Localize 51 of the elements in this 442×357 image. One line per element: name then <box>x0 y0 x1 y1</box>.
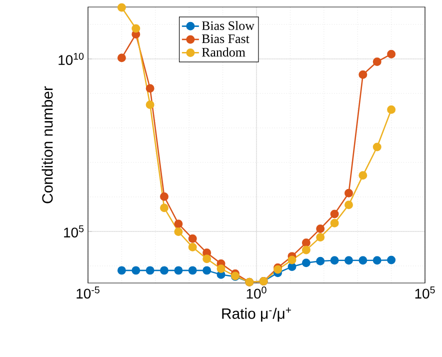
point <box>188 266 197 275</box>
point <box>202 254 212 264</box>
x-tick-label: 10$^{5}$ <box>415 286 435 299</box>
point <box>344 188 353 198</box>
point <box>132 24 140 33</box>
point <box>372 57 382 66</box>
x-axis-title: Ratio μ$^{-}$/μ$^{+}$ <box>222 308 291 322</box>
point <box>288 256 296 264</box>
y-axis-title: Condition number <box>42 86 53 204</box>
point <box>372 256 382 265</box>
point <box>330 210 339 218</box>
point <box>117 3 126 12</box>
x-tick-label: 10$^{-5}$ <box>76 286 100 299</box>
point <box>160 192 168 201</box>
point <box>316 232 325 242</box>
legend-label: Bias Fast <box>202 34 250 44</box>
legend-label: Random <box>202 47 246 57</box>
point <box>216 264 226 273</box>
point <box>188 234 197 243</box>
point <box>202 266 212 275</box>
point <box>358 70 368 79</box>
point <box>188 242 197 252</box>
point <box>146 84 154 93</box>
point <box>372 142 382 152</box>
point <box>330 256 339 265</box>
point <box>117 266 126 275</box>
point <box>358 256 368 265</box>
point <box>174 220 183 228</box>
point <box>302 246 310 254</box>
point <box>302 238 310 247</box>
point <box>117 54 126 62</box>
point <box>316 256 325 266</box>
point <box>387 105 396 114</box>
point <box>358 171 368 180</box>
point <box>344 200 353 210</box>
point <box>174 266 183 275</box>
legend-label: Bias Slow <box>202 20 254 30</box>
point <box>316 224 325 233</box>
x-tick-label: 10$^{0}$ <box>246 286 266 299</box>
point <box>330 218 339 228</box>
point <box>160 266 168 275</box>
point <box>132 266 140 275</box>
point <box>160 204 168 212</box>
y-tick-label: 10$^{10}$ <box>58 52 84 66</box>
point <box>174 227 183 236</box>
point <box>302 258 310 268</box>
point <box>387 50 396 58</box>
point <box>387 256 396 264</box>
point <box>146 266 154 275</box>
point <box>146 100 154 109</box>
point <box>344 256 353 265</box>
